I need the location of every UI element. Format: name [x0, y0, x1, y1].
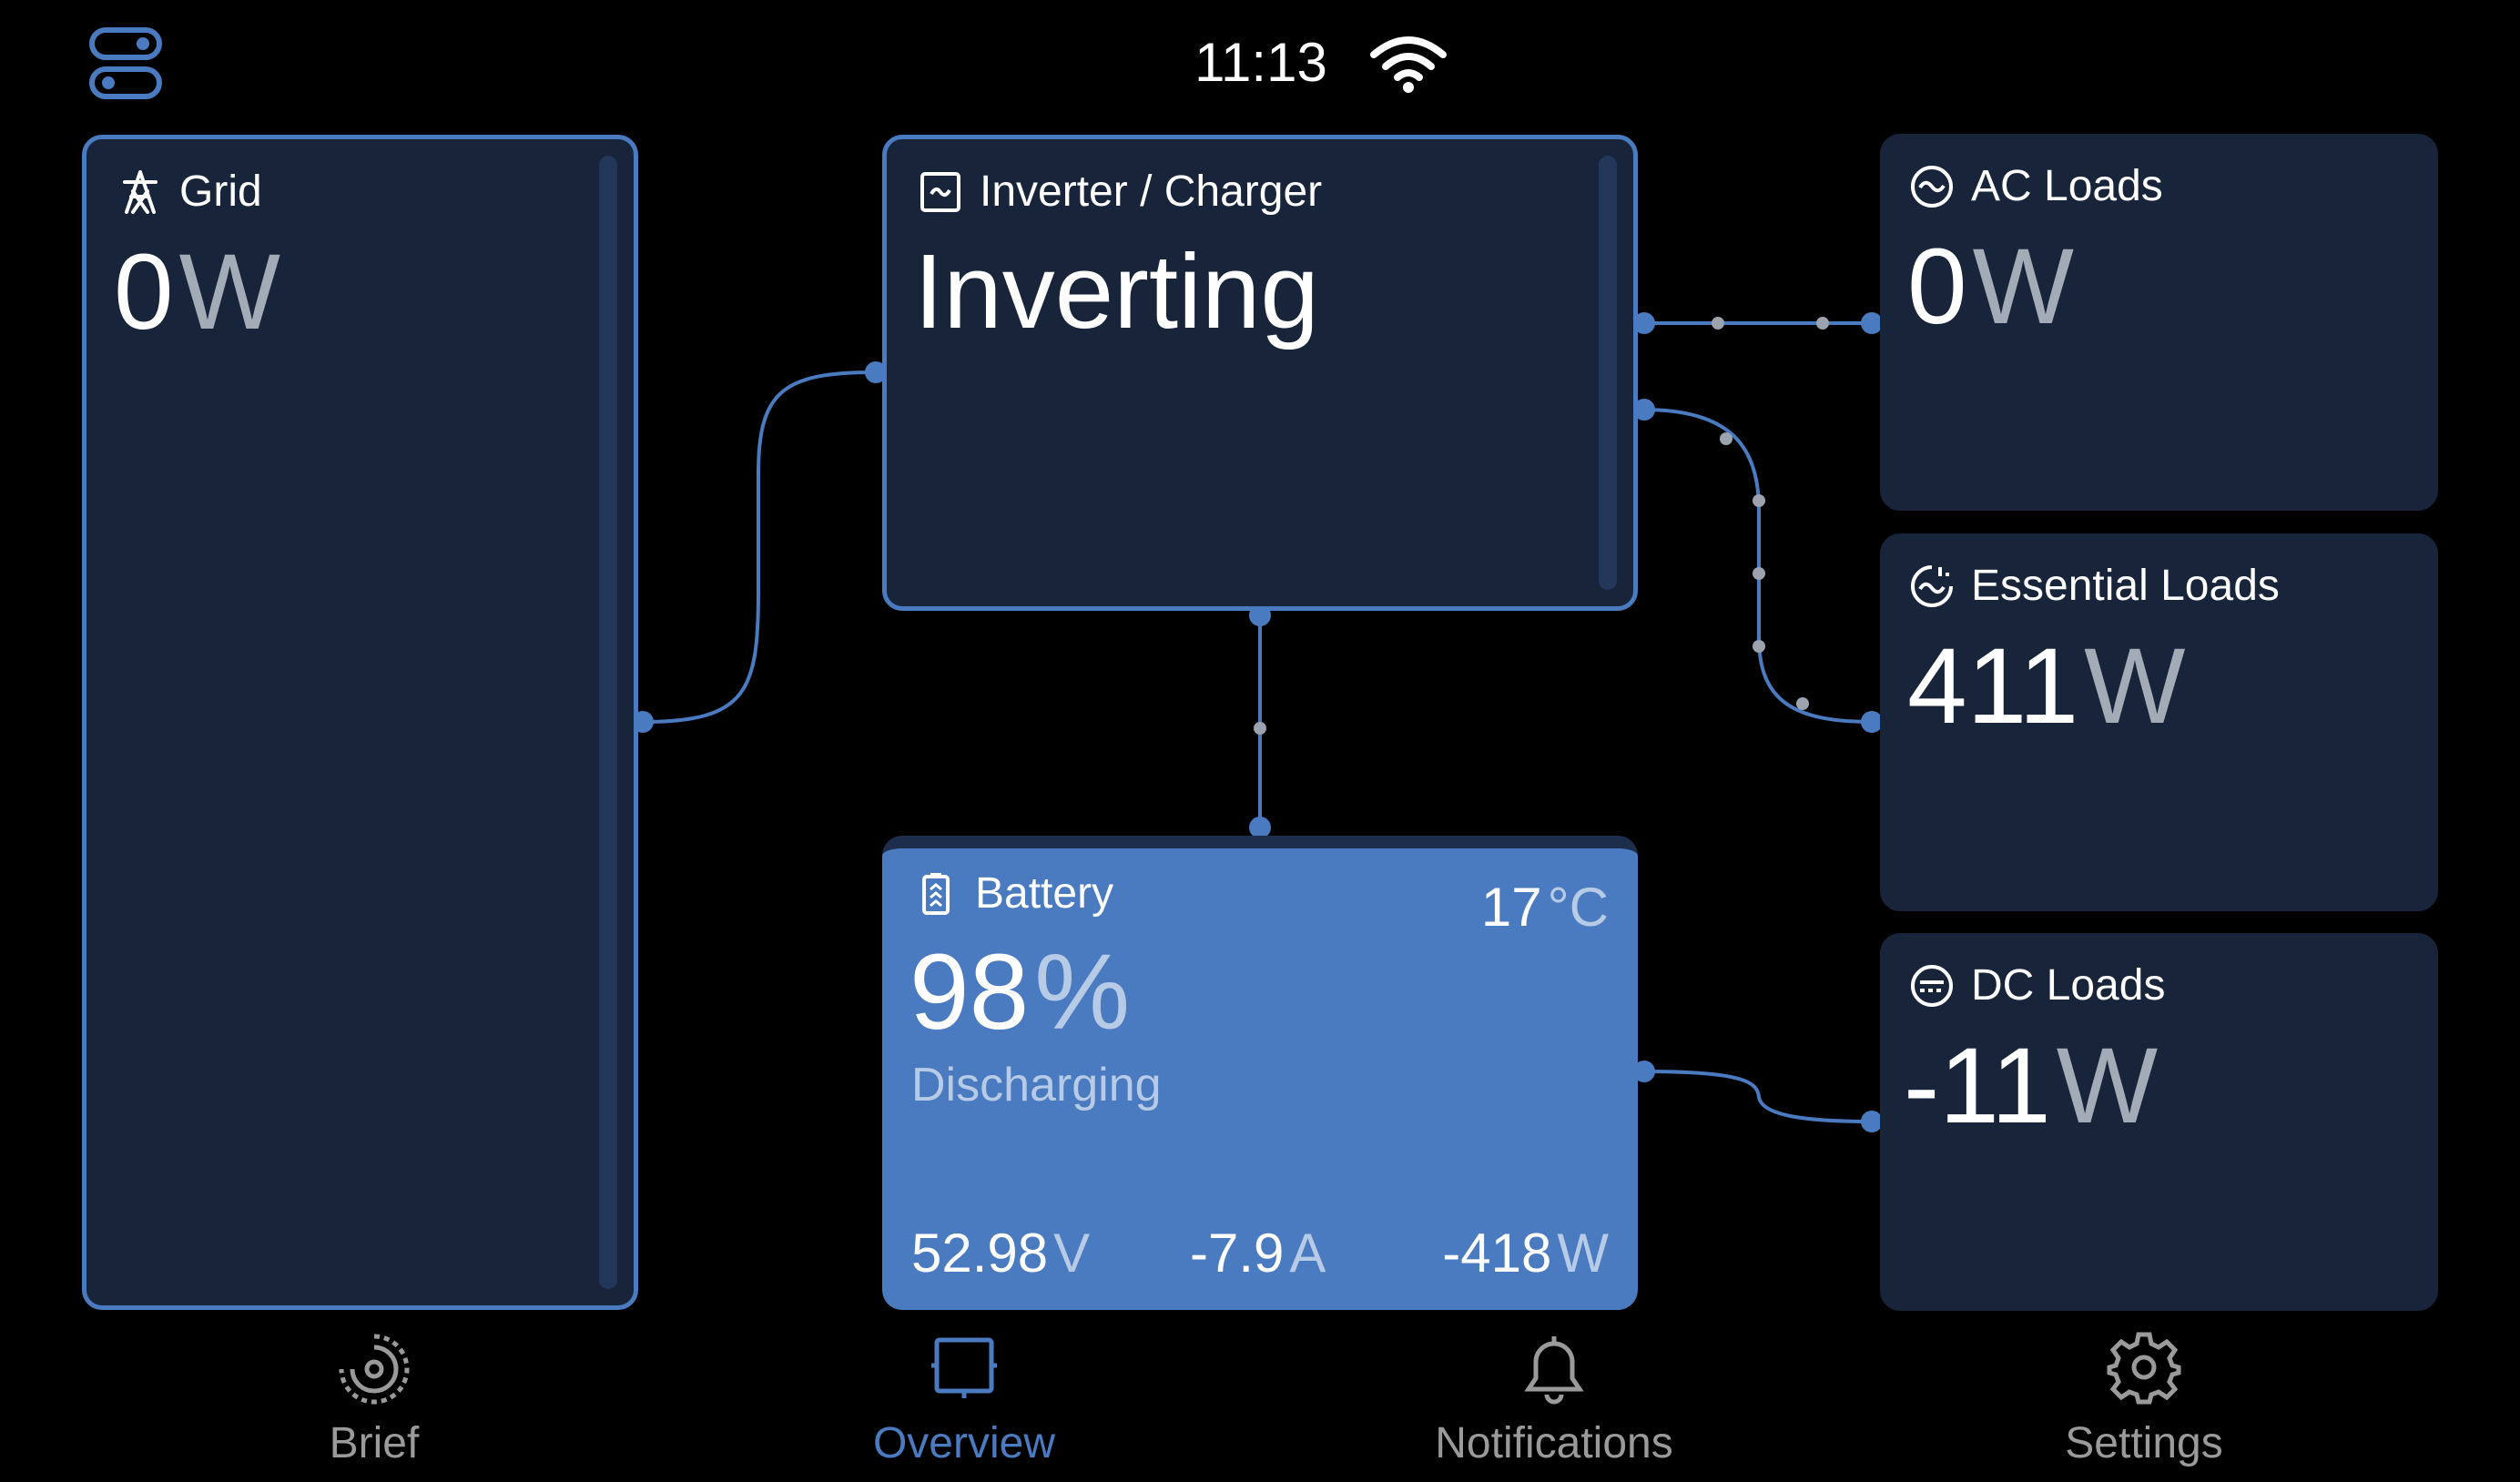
- scrollbar[interactable]: [1599, 156, 1617, 590]
- dc-loads-power: -11W: [1904, 1026, 2159, 1146]
- toggles-icon[interactable]: [89, 27, 162, 100]
- grid-panel[interactable]: Grid 0W: [82, 135, 638, 1310]
- battery-panel[interactable]: Battery 17 °C 98% Discharging 52.98 V -7.9…: [882, 836, 1638, 1310]
- nav-notifications[interactable]: Notifications: [1372, 1329, 1736, 1468]
- battery-power: -418 W: [1442, 1223, 1609, 1284]
- wire-grid-inverter: [642, 370, 875, 724]
- battery-temperature: 17 °C: [1480, 877, 1609, 938]
- ac-icon: [1911, 165, 1953, 208]
- dc-icon: [1911, 964, 1953, 1007]
- ac-loads-power: 0W: [1907, 227, 2075, 347]
- grid-title: Grid: [179, 167, 262, 216]
- battery-icon: [922, 872, 950, 915]
- gear-icon: [2107, 1332, 2181, 1405]
- grid-power: 0W: [114, 232, 281, 352]
- scrollbar[interactable]: [599, 156, 617, 1289]
- dc-loads-panel[interactable]: DC Loads -11W: [1880, 933, 2438, 1311]
- ac-loads-panel[interactable]: AC Loads 0W: [1880, 134, 2438, 511]
- wifi-icon: [1370, 36, 1447, 93]
- brief-icon: [339, 1334, 410, 1405]
- inverter-panel[interactable]: Inverter / Charger Inverting: [882, 135, 1638, 611]
- essential-loads-panel[interactable]: Essential Loads 411W: [1880, 533, 2438, 911]
- nav-settings[interactable]: Settings: [1962, 1329, 2326, 1468]
- wire-battery-dc: [1643, 1070, 1873, 1123]
- battery-state: Discharging: [911, 1059, 1162, 1112]
- battery-soc: 98%: [909, 932, 1131, 1052]
- nav-brief[interactable]: Brief: [192, 1329, 556, 1468]
- inverter-title: Inverter / Charger: [980, 167, 1323, 216]
- inverter-state: Inverting: [914, 232, 1319, 350]
- inverter-icon: [920, 171, 960, 212]
- battery-current: -7.9 A: [1190, 1223, 1326, 1284]
- essential-loads-title: Essential Loads: [1971, 562, 2280, 610]
- dc-loads-title: DC Loads: [1971, 961, 2166, 1010]
- overview-icon: [931, 1337, 997, 1398]
- essential-loads-power: 411W: [1907, 626, 2186, 746]
- battery-title: Battery: [975, 869, 1114, 918]
- essential-loads-icon: [1911, 564, 1953, 607]
- nav-overview[interactable]: Overview: [782, 1329, 1146, 1468]
- clock: 11:13: [1194, 32, 1327, 93]
- bell-icon: [1524, 1336, 1584, 1405]
- pylon-icon: [123, 169, 158, 214]
- battery-voltage: 52.98 V: [911, 1223, 1091, 1284]
- flow-dots: [1254, 317, 1829, 735]
- ac-loads-title: AC Loads: [1971, 162, 2163, 210]
- wire-inverter-essential: [1643, 408, 1873, 724]
